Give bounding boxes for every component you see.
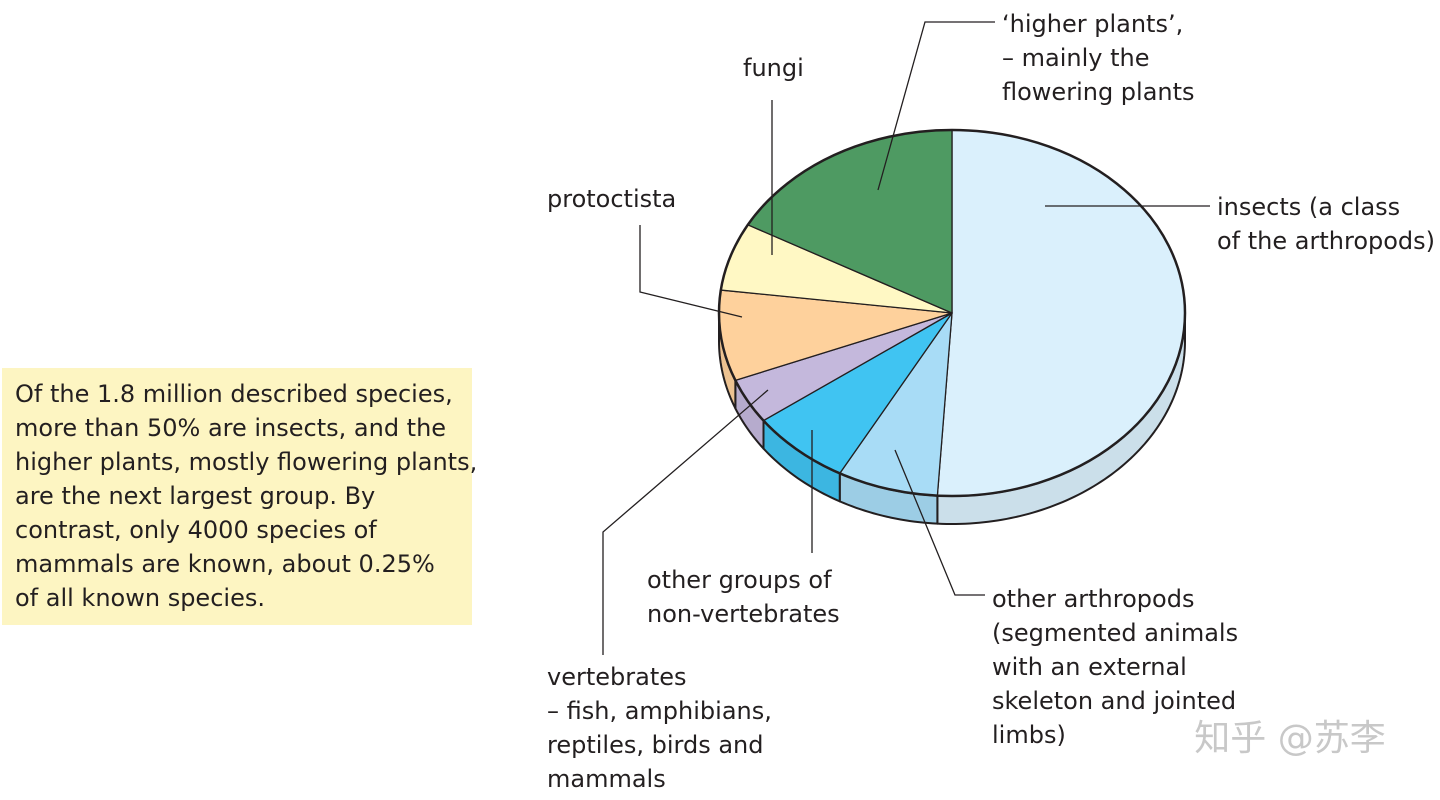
- slice-label: – fish, amphibians,: [547, 697, 772, 725]
- slice-label: – mainly the: [1002, 44, 1149, 72]
- slice-label: fungi: [743, 54, 804, 82]
- pie-rim: [717, 128, 1187, 498]
- note: Of the 1.8 million described species, mor…: [15, 380, 477, 612]
- note-line: Of the 1.8 million described species,: [15, 380, 453, 408]
- leader-line: [894, 449, 985, 596]
- slice-label: (segmented animals: [992, 619, 1238, 647]
- leader-line: [639, 225, 743, 318]
- watermark: 知乎 @苏李: [1194, 718, 1385, 759]
- leader-line: [602, 389, 769, 655]
- slice-label: skeleton and jointed: [992, 687, 1236, 715]
- note-line: higher plants, mostly flowering plants,: [15, 448, 477, 476]
- slice-label: protoctista: [547, 185, 676, 213]
- slice-label: flowering plants: [1002, 78, 1195, 106]
- note-line: are the next largest group. By: [15, 482, 375, 510]
- leader-line: [877, 21, 995, 191]
- slice-label: insects (a class: [1217, 193, 1400, 221]
- pie-chart: insects (a class of the arthropods) other …: [547, 10, 1435, 793]
- slice-label: non-vertebrates: [647, 600, 840, 628]
- note-line: more than 50% are insects, and the: [15, 414, 446, 442]
- slice-label: other arthropods: [992, 585, 1194, 613]
- slice-label: reptiles, birds and: [547, 731, 763, 759]
- note-line: mammals are known, about 0.25%: [15, 550, 435, 578]
- note-line: of all known species.: [15, 584, 265, 612]
- slice-label: of the arthropods): [1217, 227, 1435, 255]
- slice-label: vertebrates: [547, 663, 687, 691]
- slice-label: mammals: [547, 765, 666, 793]
- slice-label: other groups of: [647, 566, 832, 594]
- slice-label: limbs): [992, 721, 1066, 749]
- slice-label: ‘higher plants’,: [1002, 10, 1183, 38]
- note-box: [2, 368, 472, 625]
- slice-label: with an external: [992, 653, 1187, 681]
- note-line: contrast, only 4000 species of: [15, 516, 377, 544]
